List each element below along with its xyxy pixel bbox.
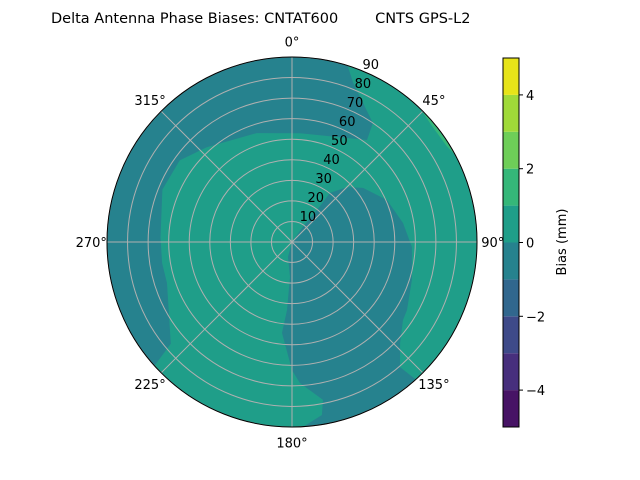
polar-frame	[106, 56, 478, 428]
radial-tick-label-30: 30	[315, 172, 332, 187]
radial-tick-label-10: 10	[300, 210, 317, 225]
colorbar: −4 −2 0 2 4	[502, 57, 545, 428]
radial-tick-label-60: 60	[339, 115, 356, 130]
colorbar-tick-label--2: −2	[526, 310, 545, 325]
radial-tick-label-80: 80	[355, 77, 372, 92]
colorbar-tick-label-0: 0	[526, 237, 534, 252]
angular-tick-label-225: 225°	[134, 378, 165, 393]
colorbar-band-0	[503, 205, 519, 243]
contour-region-3	[420, 108, 456, 156]
radial-tick-label-70: 70	[347, 96, 364, 111]
colorbar-band-4	[503, 58, 519, 95]
angular-tick-label-270: 270°	[76, 236, 107, 251]
colorbar-tick-label-4: 4	[526, 89, 534, 104]
colorbar-band--3	[503, 316, 519, 354]
colorbar-band-2	[503, 131, 519, 169]
angular-tick-label-180: 180°	[276, 437, 307, 452]
radial-tick-label-20: 20	[307, 191, 324, 206]
angular-gridline-315	[160, 110, 293, 243]
angular-gridline-225	[160, 241, 293, 374]
angular-tick-label-0: 0°	[285, 35, 300, 50]
colorbar-band-1	[503, 168, 519, 206]
radial-tick-label-90: 90	[363, 58, 380, 73]
colorbar-label: Bias (mm)	[555, 209, 570, 276]
colorbar-band--1	[503, 242, 519, 280]
colorbar-tick-label--4: −4	[526, 384, 545, 399]
contour-regions	[107, 57, 456, 427]
colorbar-band--4	[503, 353, 519, 391]
angular-gridline-135	[291, 241, 424, 374]
colorbar-tick-label-2: 2	[526, 163, 534, 178]
colorbar-band-3	[503, 94, 519, 132]
colorbar-band--2	[503, 279, 519, 317]
colorbar-band--5	[503, 390, 519, 427]
angular-tick-label-45: 45°	[422, 94, 445, 109]
contour-region-1	[107, 57, 373, 366]
contour-region-2	[282, 187, 416, 427]
radial-tick-label-40: 40	[323, 153, 340, 168]
angular-tick-label-90: 90°	[481, 236, 504, 251]
angular-tick-label-135: 135°	[418, 378, 449, 393]
polar-axes: 0° 45° 90° 135° 180° 225° 270° 315° 10 20 30 40 50 60…	[76, 35, 505, 451]
chart-title: Delta Antenna Phase Biases: CNTAT600 CNT…	[51, 11, 470, 27]
angular-gridline-45	[291, 110, 424, 243]
angular-tick-label-315: 315°	[134, 94, 165, 109]
radial-tick-label-50: 50	[331, 134, 348, 149]
